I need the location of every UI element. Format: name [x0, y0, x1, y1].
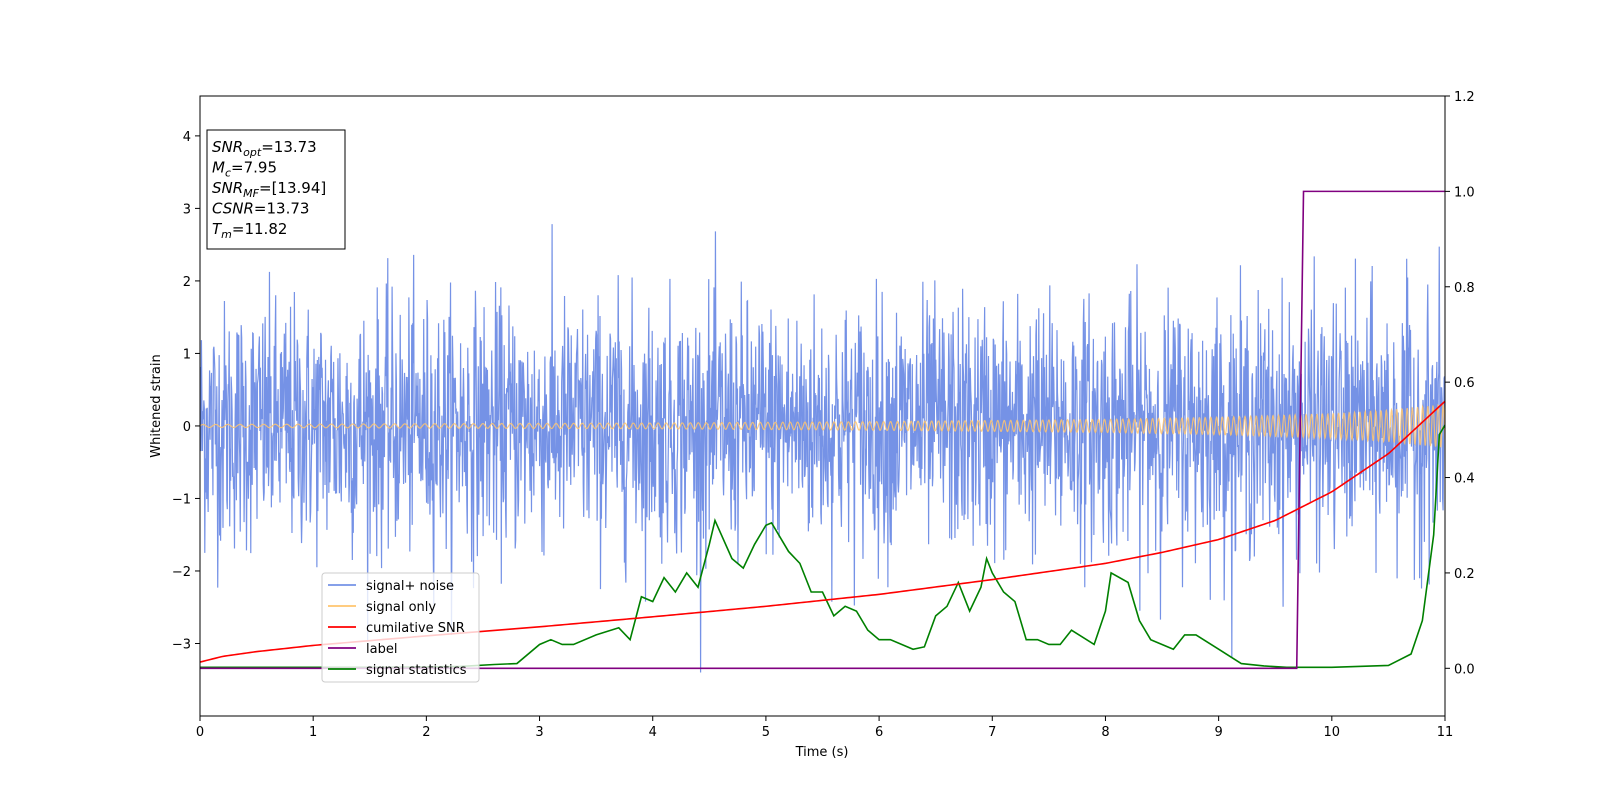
- y-tick-label: 1: [183, 347, 191, 362]
- y-axis-label: Whitened strain: [149, 354, 164, 457]
- plot-frame: [199, 95, 1446, 717]
- signal-only-line: [200, 403, 1445, 448]
- y2-tick-label: 1.0: [1454, 185, 1475, 200]
- y-tick-label: 2: [183, 275, 191, 290]
- legend: signal+ noise signal only cumilative SNR la…: [321, 572, 480, 683]
- y2-tick-label: 0.6: [1454, 376, 1475, 391]
- legend-label: signal only: [366, 600, 436, 615]
- y2-tick-label: 0.0: [1454, 662, 1475, 677]
- info-line: Mc=7.95: [212, 159, 277, 180]
- legend-label: cumilative SNR: [366, 621, 465, 636]
- signal-statistics-line: [200, 424, 1445, 669]
- info-line: SNRopt=13.73: [212, 138, 317, 159]
- y-axis-left: −3 −2 −1 0 1 2 3 4: [172, 130, 200, 652]
- y-tick-label: −1: [172, 492, 191, 507]
- x-tick-label: 5: [762, 725, 770, 740]
- x-tick-label: 11: [1437, 725, 1454, 740]
- y-tick-label: −3: [172, 637, 191, 652]
- signal-plus-noise-series: [200, 224, 1445, 673]
- info-line: SNRMF=[13.94]: [212, 179, 326, 200]
- legend-label: signal+ noise: [366, 579, 454, 594]
- legend-label: label: [366, 642, 397, 657]
- y2-tick-label: 0.8: [1454, 281, 1475, 296]
- label-line: [200, 190, 1445, 670]
- x-tick-label: 9: [1214, 725, 1222, 740]
- y2-tick-label: 0.4: [1454, 472, 1475, 487]
- x-tick-label: 1: [309, 725, 317, 740]
- x-tick-label: 2: [422, 725, 430, 740]
- y-tick-label: 4: [183, 130, 191, 145]
- x-tick-label: 7: [988, 725, 996, 740]
- x-tick-label: 8: [1101, 725, 1109, 740]
- x-tick-label: 10: [1324, 725, 1341, 740]
- info-box: SNRopt=13.73Mc=7.95SNRMF=[13.94]CSNR=13.…: [206, 129, 346, 250]
- y2-tick-label: 1.2: [1454, 90, 1475, 105]
- legend-frame: [321, 572, 480, 683]
- x-axis: 0 1 2 3 4 5 6 7 8 9 10 11: [196, 716, 1453, 740]
- y-tick-label: 3: [183, 202, 191, 217]
- x-axis-label: Time (s): [795, 745, 849, 760]
- signal-only-series: [200, 403, 1445, 448]
- y-tick-label: −2: [172, 565, 191, 580]
- y-tick-label: 0: [183, 420, 191, 435]
- info-box-frame: [206, 129, 346, 250]
- info-line: Tm=11.82: [212, 220, 287, 241]
- info-line: CSNR=13.73: [212, 200, 309, 218]
- x-tick-label: 6: [875, 725, 883, 740]
- x-tick-label: 4: [649, 725, 657, 740]
- y-axis-right: 0.0 0.2 0.4 0.6 0.8 1.0 1.2: [1445, 90, 1475, 677]
- y2-tick-label: 0.2: [1454, 567, 1475, 582]
- signal-plus-noise-line: [200, 224, 1445, 673]
- x-tick-label: 0: [196, 725, 204, 740]
- legend-label: signal statistics: [366, 663, 467, 678]
- x-tick-label: 3: [535, 725, 543, 740]
